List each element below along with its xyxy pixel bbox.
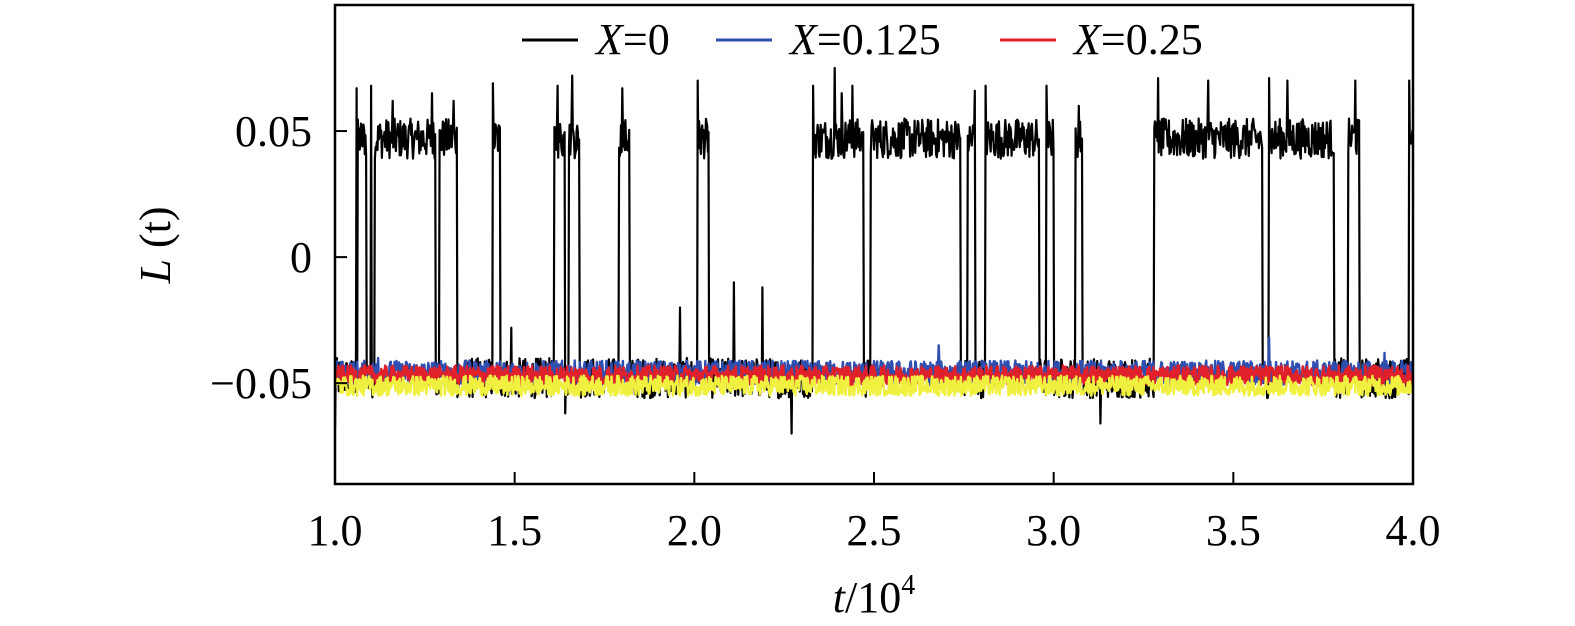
x-ticks: 1.0 1.5 2.0 2.5 3.0 3.5 4.0 <box>308 472 1441 555</box>
y-tick-label: 0 <box>290 233 312 282</box>
y-tick-label: −0.05 <box>210 359 312 408</box>
y-axis-label: L (t) <box>131 206 180 284</box>
legend-label-x0-var: X <box>594 15 625 64</box>
x-tick-label: 2.0 <box>667 506 722 555</box>
x-tick-label: 4.0 <box>1386 506 1441 555</box>
series-layer <box>335 66 1413 435</box>
legend-label-x0125: X=0.125 <box>788 15 941 64</box>
legend-label-x0125-var: X <box>788 15 819 64</box>
x-tick-label: 1.0 <box>308 506 363 555</box>
legend: X=0 X=0.125 X=0.25 <box>512 14 1252 64</box>
x-axis-label: t/104 <box>833 570 915 622</box>
x-tick-label: 3.5 <box>1206 506 1261 555</box>
x-tick-label: 3.0 <box>1026 506 1081 555</box>
x-axis-label-base: 10 <box>857 573 901 622</box>
legend-label-x025: X=0.25 <box>1072 15 1203 64</box>
legend-label-x025-var: X <box>1072 15 1103 64</box>
y-axis-label-var: L <box>131 259 180 284</box>
plot-frame <box>333 3 1415 486</box>
x-axis-label-var: t <box>833 573 847 622</box>
legend-label-x0: X=0 <box>594 15 670 64</box>
y-tick-label: 0.05 <box>235 107 312 156</box>
x-tick-label: 1.5 <box>487 506 542 555</box>
legend-label-x0-value: =0 <box>623 15 670 64</box>
series-line-3 <box>335 374 1413 397</box>
x-axis-label-slash: / <box>845 573 858 622</box>
y-axis-label-arg: (t) <box>131 206 180 259</box>
x-axis-label-exponent: 4 <box>901 570 915 601</box>
y-ticks: −0.05 0 0.05 <box>210 107 347 408</box>
legend-label-x0125-value: =0.125 <box>817 15 941 64</box>
legend-label-x025-value: =0.25 <box>1101 15 1203 64</box>
x-tick-label: 2.5 <box>847 506 902 555</box>
legend-background <box>512 14 1252 64</box>
